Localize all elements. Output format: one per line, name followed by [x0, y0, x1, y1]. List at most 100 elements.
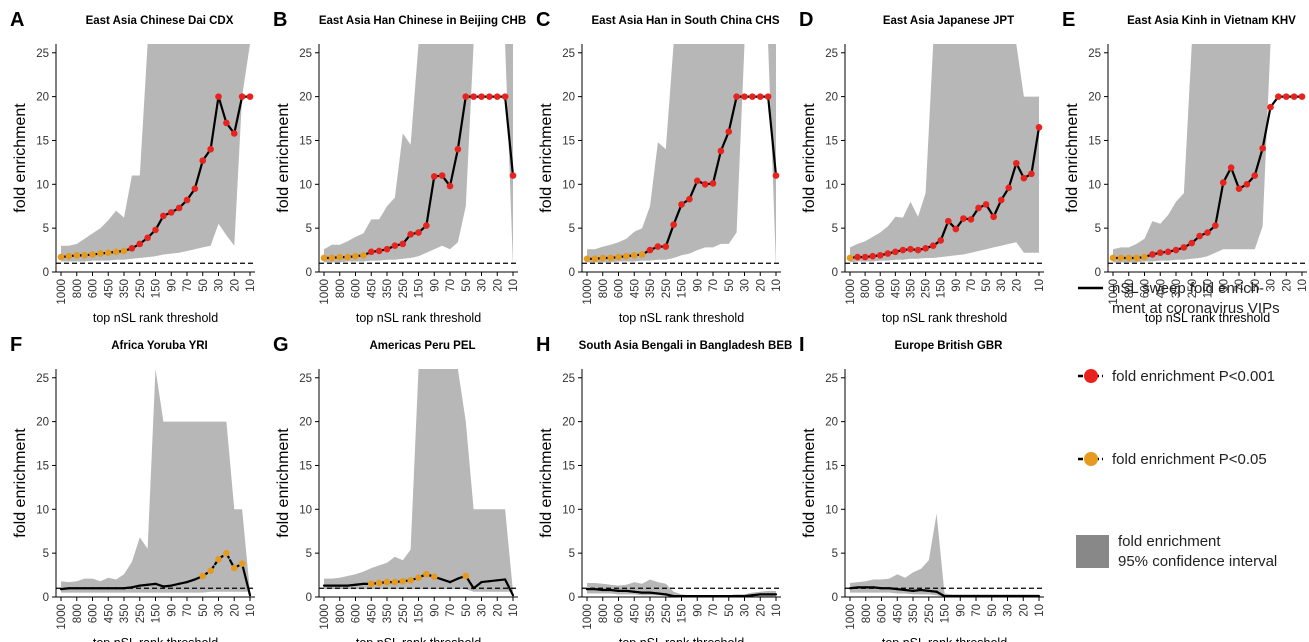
series-segment: [122, 586, 133, 590]
y-tick-label: 15: [36, 135, 49, 147]
point-p05: [399, 577, 407, 585]
y-tick-label: 0: [43, 592, 49, 604]
panel-f: 0 5 10 15 20 25 1000 800 600 450 350 250 150 90 70 50 30…: [10, 334, 257, 642]
point-p001: [854, 253, 861, 261]
x-tick-label: 70: [971, 604, 983, 617]
point-p001: [937, 237, 945, 244]
point-p05: [591, 255, 599, 263]
point-p001: [914, 246, 922, 254]
y-tick-label: 20: [36, 417, 49, 429]
x-tick-label: 600: [614, 279, 626, 298]
point-p001: [1212, 222, 1219, 229]
series-segment: [354, 582, 365, 586]
y-tick-label: 5: [43, 223, 49, 235]
y-tick-label: 10: [299, 504, 312, 516]
x-tick-label: 600: [351, 279, 363, 298]
point-p05: [328, 254, 336, 262]
x-tick-label: 450: [366, 604, 378, 623]
x-tick-label: 150: [940, 604, 952, 623]
point-p001: [128, 245, 136, 252]
x-tick-label: 50: [461, 279, 473, 292]
series-segment: [911, 588, 922, 592]
series-segment: [146, 582, 157, 586]
panel-letter: D: [799, 9, 813, 31]
series-segment: [456, 95, 467, 151]
x-tick-label: 450: [629, 279, 641, 298]
series-segment: [672, 203, 683, 226]
point-p001: [383, 245, 391, 253]
panel-letter: E: [1062, 9, 1075, 31]
point-p05: [89, 251, 96, 258]
x-tick-label: 30: [477, 604, 489, 617]
x-tick-label: 800: [598, 279, 610, 298]
x-tick-label: 1000: [845, 604, 857, 630]
x-tick-label: 1000: [845, 279, 857, 305]
point-p001: [136, 240, 144, 248]
series-segment: [939, 220, 950, 242]
series-segment: [727, 95, 738, 133]
ci-band: [587, 44, 776, 267]
series-segment: [625, 589, 636, 593]
point-p05: [104, 249, 112, 257]
x-tick-label: 450: [892, 604, 904, 623]
point-p05: [97, 250, 104, 257]
series-segment: [193, 159, 204, 190]
point-p001: [1020, 174, 1028, 182]
series-segment: [656, 592, 667, 596]
point-p001: [1149, 251, 1156, 258]
series-segment: [904, 588, 915, 592]
x-tick-label: 600: [88, 604, 100, 623]
point-p001: [1013, 159, 1020, 167]
legend-line-label-2: ment at coronavirus VIPs: [1112, 300, 1280, 317]
x-axis-title: top nSL rank threshold: [356, 636, 481, 642]
y-tick-label: 10: [562, 504, 575, 516]
x-tick-label: 10: [508, 279, 520, 292]
y-tick-label: 25: [36, 48, 49, 60]
y-tick-label: 0: [43, 267, 49, 279]
y-tick-label: 20: [299, 417, 312, 429]
point-p001: [486, 93, 493, 100]
series-segment: [178, 580, 189, 585]
point-p001: [1275, 93, 1282, 100]
series-segment: [1230, 166, 1241, 190]
series-segment: [1261, 106, 1272, 150]
point-p001: [238, 93, 246, 100]
x-tick-label: 600: [88, 279, 100, 298]
x-tick-label: 30: [477, 279, 489, 292]
point-p05: [81, 252, 88, 259]
x-tick-label: 70: [445, 604, 457, 617]
point-p05: [407, 577, 414, 584]
y-tick-label: 0: [1095, 267, 1101, 279]
ci-band: [850, 44, 1039, 263]
series-segment: [448, 577, 459, 584]
legend: nSL sweep fold enrich- ment at coronavir…: [1076, 280, 1280, 570]
series-segment: [593, 588, 604, 592]
point-p001: [446, 182, 454, 190]
point-p001: [215, 93, 222, 100]
series-segment: [896, 588, 907, 592]
series-segment: [504, 95, 515, 177]
series-segment: [496, 578, 507, 582]
series-segment: [609, 588, 620, 592]
x-axis-title: top nSL rank threshold: [882, 636, 1007, 642]
point-p001: [654, 243, 662, 250]
point-p001: [861, 253, 869, 261]
point-p001: [1251, 172, 1259, 179]
point-p001: [884, 250, 892, 257]
y-tick-label: 10: [825, 179, 838, 191]
point-p001: [741, 93, 748, 100]
legend-ci-label-2: 95% confidence interval: [1118, 553, 1277, 570]
point-p05: [1133, 254, 1140, 262]
panel-letter: F: [10, 334, 22, 356]
panel-title: Europe British GBR: [895, 340, 1004, 352]
y-tick-label: 25: [825, 373, 838, 385]
series-segment: [711, 149, 722, 185]
y-tick-label: 10: [1088, 179, 1101, 191]
x-tick-label: 350: [905, 279, 917, 298]
point-p001: [756, 93, 764, 100]
point-p05: [352, 252, 359, 260]
panel-title: South Asia Bengali in Bangladesh BEB: [579, 340, 793, 352]
y-tick-label: 0: [569, 592, 575, 604]
y-tick-label: 15: [825, 460, 838, 472]
y-tick-label: 5: [569, 223, 575, 235]
